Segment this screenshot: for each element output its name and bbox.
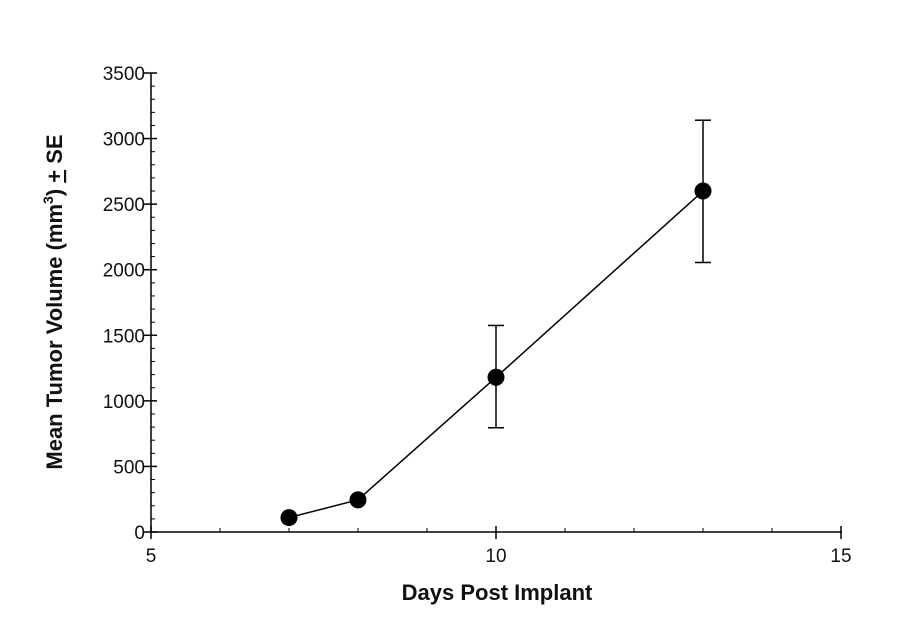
x-tick-label: 15	[830, 546, 851, 567]
y-axis-title-prefix: Mean Tumor Volume (mm	[42, 204, 67, 470]
y-tick-label: 3500	[103, 64, 145, 85]
data-point	[694, 182, 712, 200]
y-axis-title-suffix: )	[42, 183, 67, 196]
y-tick-label: 2500	[103, 195, 145, 216]
major-ticks	[144, 72, 842, 539]
y-axis-title-plus-minus: +	[42, 170, 67, 183]
y-axis-title: Mean Tumor Volume (mm3) + SE	[40, 134, 67, 469]
y-tick-label: 1000	[103, 392, 145, 413]
data-point	[487, 368, 505, 386]
data-points	[280, 182, 712, 527]
y-tick-label: 0	[134, 523, 145, 544]
error-bars	[488, 119, 711, 429]
data-point	[349, 491, 367, 509]
x-axis-title: Days Post Implant	[402, 580, 593, 605]
y-tick-label: 1500	[103, 326, 145, 347]
y-axis-title-trailer: SE	[42, 134, 67, 169]
y-tick-label: 2000	[103, 261, 145, 282]
series-line	[288, 190, 704, 519]
series-line-path	[288, 190, 704, 519]
data-point	[280, 509, 298, 527]
y-tick-label: 3000	[103, 130, 145, 151]
x-tick-labels: 5 10 15	[146, 546, 852, 567]
y-tick-label: 500	[113, 457, 145, 478]
x-tick-label: 5	[146, 546, 157, 567]
y-tick-labels: 0 500 1000 1500 2000 2500 3000 3500	[103, 64, 145, 544]
y-axis-title-superscript: 3	[40, 196, 56, 204]
x-tick-label: 10	[485, 546, 506, 567]
minor-ticks	[151, 85, 773, 532]
